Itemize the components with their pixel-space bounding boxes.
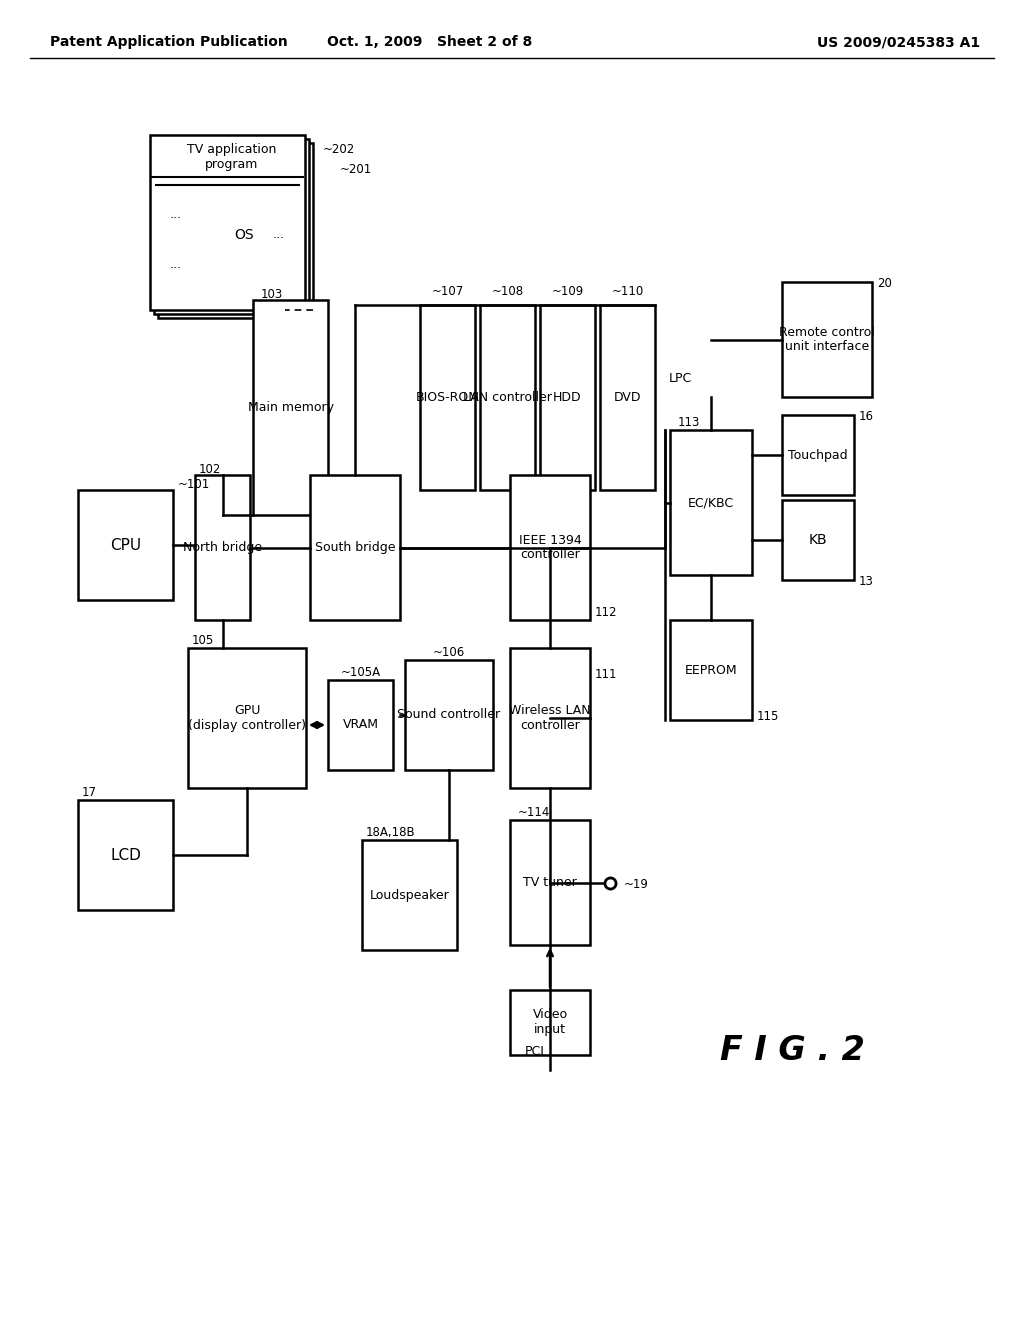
Text: TV application
program: TV application program — [186, 143, 276, 172]
Text: EEPROM: EEPROM — [685, 664, 737, 676]
Bar — [406, 660, 493, 770]
Bar — [600, 305, 655, 490]
Text: CPU: CPU — [110, 537, 141, 553]
Text: LPC: LPC — [669, 372, 692, 385]
Text: 103: 103 — [261, 288, 284, 301]
Text: LCD: LCD — [110, 847, 141, 862]
Text: ...: ... — [273, 228, 285, 242]
Text: HDD: HDD — [553, 391, 582, 404]
Text: ~110: ~110 — [611, 285, 644, 298]
Text: ~114: ~114 — [518, 807, 550, 818]
Bar — [670, 430, 752, 576]
Bar — [195, 475, 250, 620]
Text: Patent Application Publication: Patent Application Publication — [50, 36, 288, 49]
Bar — [510, 820, 590, 945]
Bar — [540, 305, 595, 490]
Text: Loudspeaker: Loudspeaker — [370, 888, 450, 902]
Text: ...: ... — [170, 259, 182, 272]
Bar — [510, 475, 590, 620]
Text: ~19: ~19 — [624, 879, 649, 891]
Bar — [150, 135, 305, 310]
Bar — [510, 648, 590, 788]
Text: TV tuner: TV tuner — [523, 876, 577, 888]
Text: PCI: PCI — [525, 1045, 545, 1059]
Bar — [154, 139, 309, 314]
Bar — [188, 648, 306, 788]
Text: 13: 13 — [859, 576, 873, 587]
Text: IEEE 1394
controller: IEEE 1394 controller — [518, 533, 582, 561]
Bar — [362, 840, 457, 950]
Text: 102: 102 — [199, 463, 221, 477]
Text: EC/KBC: EC/KBC — [688, 496, 734, 510]
Text: LAN controller: LAN controller — [463, 391, 552, 404]
Bar — [328, 680, 393, 770]
Bar — [78, 490, 173, 601]
Text: South bridge: South bridge — [314, 541, 395, 554]
Text: KB: KB — [809, 533, 827, 546]
Bar — [420, 305, 475, 490]
Text: ~108: ~108 — [492, 285, 523, 298]
Bar — [480, 305, 535, 490]
Text: ...: ... — [170, 209, 182, 222]
Text: ~202: ~202 — [323, 143, 355, 156]
Text: North bridge: North bridge — [183, 541, 262, 554]
Bar — [158, 143, 313, 318]
Text: 113: 113 — [678, 416, 700, 429]
Bar — [782, 414, 854, 495]
Text: F I G . 2: F I G . 2 — [720, 1034, 865, 1067]
Text: OS: OS — [234, 228, 254, 242]
Text: ~201: ~201 — [340, 162, 373, 176]
Text: 18A,18B: 18A,18B — [366, 826, 416, 840]
Text: ~109: ~109 — [551, 285, 584, 298]
Text: Oct. 1, 2009   Sheet 2 of 8: Oct. 1, 2009 Sheet 2 of 8 — [328, 36, 532, 49]
Bar — [78, 800, 173, 909]
Text: 17: 17 — [82, 785, 97, 799]
Text: US 2009/0245383 A1: US 2009/0245383 A1 — [817, 36, 980, 49]
Bar — [670, 620, 752, 719]
Bar — [782, 282, 872, 397]
Text: BIOS-ROM: BIOS-ROM — [416, 391, 479, 404]
Text: DVD: DVD — [613, 391, 641, 404]
Text: 111: 111 — [595, 668, 617, 681]
Text: GPU
(display controller): GPU (display controller) — [188, 704, 306, 733]
Text: ~106: ~106 — [433, 645, 465, 659]
Bar — [253, 300, 328, 515]
Text: Video
input: Video input — [532, 1008, 567, 1036]
Text: 112: 112 — [595, 606, 617, 619]
Text: ~105A: ~105A — [340, 667, 381, 678]
Text: 115: 115 — [757, 710, 779, 723]
Text: Remote control
unit interface: Remote control unit interface — [779, 326, 874, 354]
Text: ~107: ~107 — [431, 285, 464, 298]
Bar — [310, 475, 400, 620]
Text: 16: 16 — [859, 411, 874, 422]
Text: 20: 20 — [877, 277, 892, 290]
Bar — [782, 500, 854, 579]
Text: Touchpad: Touchpad — [788, 449, 848, 462]
Text: 105: 105 — [193, 634, 214, 647]
Bar — [510, 990, 590, 1055]
Text: Main memory: Main memory — [248, 401, 334, 414]
Text: VRAM: VRAM — [342, 718, 379, 731]
Text: ~101: ~101 — [178, 478, 210, 491]
Text: Sound controller: Sound controller — [397, 709, 501, 722]
Text: Wireless LAN
controller: Wireless LAN controller — [509, 704, 591, 733]
